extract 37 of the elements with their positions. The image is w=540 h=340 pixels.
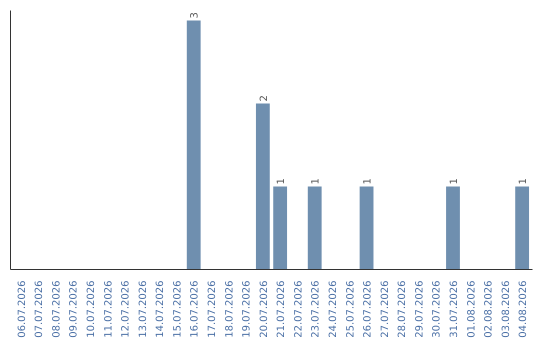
x-tick-label: 17.07.2026 [207, 280, 218, 338]
x-tick-label: 14.07.2026 [155, 280, 166, 338]
x-tick-label: 20.07.2026 [258, 280, 270, 338]
x-tick-label: 19.07.2026 [242, 280, 253, 338]
x-tick-label: 18.07.2026 [224, 280, 236, 338]
x-tick-label: 11.07.2026 [103, 280, 114, 338]
x-tick-label: 08.07.2026 [51, 280, 62, 338]
data-label: 1 [310, 178, 322, 184]
data-label: 1 [518, 178, 530, 184]
data-label: 1 [362, 178, 374, 184]
x-tick-label: 27.07.2026 [380, 280, 391, 338]
x-tick-label: 13.07.2026 [138, 280, 149, 338]
x-tick-label: 02.08.2026 [484, 280, 495, 338]
x-tick-label: 06.07.2026 [16, 280, 28, 338]
x-tick-label: 07.07.2026 [34, 280, 46, 338]
x-tick-label: 30.07.2026 [432, 280, 443, 338]
data-label: 3 [190, 12, 201, 18]
x-tick-label: 28.07.2026 [397, 280, 408, 338]
x-tick-label: 24.07.2026 [328, 280, 339, 338]
x-tick-label: 21.07.2026 [276, 280, 288, 338]
data-label: 1 [448, 178, 460, 184]
x-tick-label: 23.07.2026 [310, 280, 322, 338]
x-tick-label: 15.07.2026 [172, 280, 184, 338]
x-tick-label: 12.07.2026 [120, 280, 132, 338]
x-tick-label: 09.07.2026 [68, 280, 80, 338]
x-tick-label: 04.08.2026 [518, 280, 530, 338]
x-tick-label: 31.07.2026 [448, 280, 460, 338]
x-tick-label: 22.07.2026 [293, 280, 304, 338]
x-tick-label: 16.07.2026 [190, 280, 201, 338]
x-tick-label: 25.07.2026 [345, 280, 356, 338]
x-tick-label: 03.08.2026 [500, 280, 512, 338]
data-label: 1 [276, 178, 288, 184]
data-label: 2 [258, 95, 270, 102]
x-tick-label: 01.08.2026 [466, 280, 478, 338]
x-tick-label: 26.07.2026 [362, 280, 374, 338]
x-tick-label: 29.07.2026 [414, 280, 426, 338]
x-tick-label: 10.07.2026 [86, 280, 98, 338]
